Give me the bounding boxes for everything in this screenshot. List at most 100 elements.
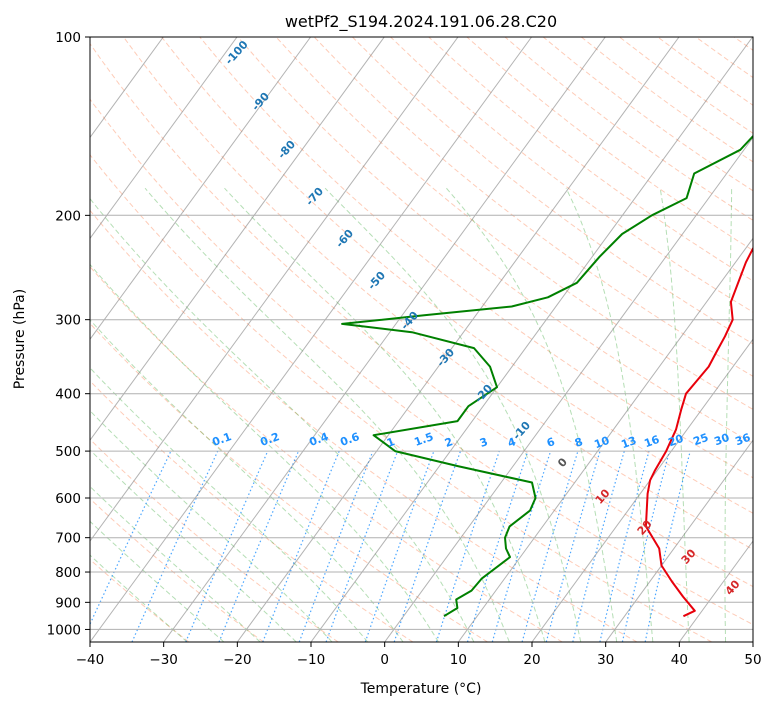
y-tick-label: 900 — [55, 595, 81, 611]
moist-adiabat — [565, 187, 654, 642]
chart-title: wetPf2_S194.2024.191.06.28.C20 — [285, 12, 557, 32]
y-tick-label: 300 — [55, 313, 81, 329]
profile-line — [341, 134, 753, 618]
isotherm — [605, 439, 753, 642]
x-tick-label: 50 — [744, 652, 761, 668]
x-tick-label: 30 — [597, 652, 614, 668]
y-tick-label: 700 — [55, 531, 81, 547]
mixing-ratio-label: 4 — [506, 435, 518, 450]
isotherm — [163, 37, 606, 642]
mixing-ratio-label: 1.5 — [412, 430, 435, 449]
mixing-ratio-label: 0.4 — [307, 430, 330, 449]
dry-adiabat — [90, 153, 712, 642]
mixing-ratio-line — [218, 450, 300, 642]
dry-adiabat — [275, 37, 753, 411]
x-tick-label: −10 — [297, 652, 326, 668]
mixing-ratio-line — [435, 450, 500, 642]
moist-adiabat — [90, 367, 369, 642]
profile-line — [644, 246, 753, 618]
x-tick-label: 0 — [380, 652, 389, 668]
mixing-ratio-label: 30 — [712, 431, 731, 449]
dry-adiabat — [90, 265, 563, 642]
y-tick-label: 400 — [55, 387, 81, 403]
moist-adiabat — [90, 263, 439, 642]
x-axis-label: Temperature (°C) — [360, 681, 482, 697]
moist-adiabat — [446, 187, 618, 642]
mixing-ratio-label: 3 — [478, 435, 490, 450]
mixing-ratio-line — [185, 450, 269, 642]
x-tick-label: 20 — [523, 652, 540, 668]
mixing-ratio-label: 0.1 — [210, 430, 233, 449]
mixing-ratio-label: 20 — [666, 432, 685, 450]
background-lines — [90, 37, 753, 642]
mixing-ratio-line — [521, 450, 579, 642]
mixing-ratio-line — [572, 450, 625, 642]
x-tick-label: 10 — [450, 652, 467, 668]
y-tick-label: 500 — [55, 444, 81, 460]
moist-adiabat — [90, 319, 404, 642]
y-tick-label: 600 — [55, 491, 81, 507]
isotherm — [90, 37, 459, 542]
dry-adiabat — [199, 37, 753, 479]
isotherm — [90, 37, 533, 642]
mixing-ratio-label: 10 — [592, 434, 611, 452]
isotherm — [457, 237, 753, 642]
mixing-ratio-line — [364, 450, 435, 642]
isotherm — [90, 37, 385, 442]
moist-adiabat — [90, 197, 475, 642]
mixing-ratio-label: 0.2 — [258, 430, 281, 449]
x-tick-label: −40 — [76, 652, 105, 668]
y-axis: 100 200 300 400 500 600 700 800 900 1000 — [47, 30, 90, 638]
mixing-ratio-line — [325, 450, 399, 642]
isotherm — [90, 37, 312, 341]
moist-adiabat — [144, 187, 510, 642]
isotherm — [236, 37, 680, 642]
x-tick-label: −20 — [223, 652, 252, 668]
mixing-ratio-line — [298, 450, 374, 642]
mixing-ratio-line — [599, 450, 650, 642]
mixing-ratio-line — [262, 450, 340, 642]
y-tick-label: 800 — [55, 565, 81, 581]
y-tick-label: 200 — [55, 208, 81, 224]
mixing-ratio-line — [131, 450, 219, 642]
moist-adiabat — [90, 554, 188, 642]
dry-adiabat — [90, 98, 753, 626]
isotherm — [90, 37, 238, 240]
profile-series — [341, 134, 753, 618]
y-tick-label: 1000 — [47, 622, 81, 638]
dry-adiabat — [90, 42, 753, 588]
x-tick-label: 40 — [671, 652, 688, 668]
pressure-grid — [90, 37, 753, 630]
y-tick-label: 100 — [55, 30, 81, 46]
moist-adiabat — [224, 187, 546, 642]
moist-adiabat — [90, 485, 261, 642]
dry-adiabat — [352, 37, 753, 345]
x-tick-label: −30 — [149, 652, 178, 668]
mixing-ratio-label: 13 — [619, 434, 638, 451]
mixing-ratio-label: 1 — [385, 435, 397, 450]
mixing-ratio-label: 25 — [691, 431, 710, 448]
y-axis-label: Pressure (hPa) — [12, 289, 28, 389]
plot-frame — [89, 36, 754, 643]
mixing-ratio-label: 36 — [733, 431, 752, 449]
dry-adiabat — [90, 209, 638, 642]
mixing-ratio-label: 0.6 — [338, 430, 361, 449]
mixing-ratio-label: 2 — [443, 435, 455, 450]
mixing-ratio-label: 6 — [545, 435, 557, 450]
mixing-ratio-line — [545, 450, 601, 642]
x-axis: −40 −30 −20 −10 0 10 20 30 40 50 — [76, 642, 762, 668]
dry-adiabat — [123, 37, 753, 551]
mixing-ratio-label: 8 — [573, 435, 585, 450]
dry-adiabat — [313, 37, 753, 377]
dry-adiabat — [90, 558, 190, 642]
isotherm — [310, 37, 753, 642]
mixing-ratio-label: 16 — [642, 433, 661, 451]
mixing-ratio-line — [621, 450, 671, 642]
mixing-ratio-line — [466, 450, 529, 642]
dry-adiabat — [161, 37, 753, 514]
moist-adiabat — [90, 449, 297, 642]
moist-adiabat — [90, 520, 225, 642]
moist-adiabat — [659, 188, 690, 642]
